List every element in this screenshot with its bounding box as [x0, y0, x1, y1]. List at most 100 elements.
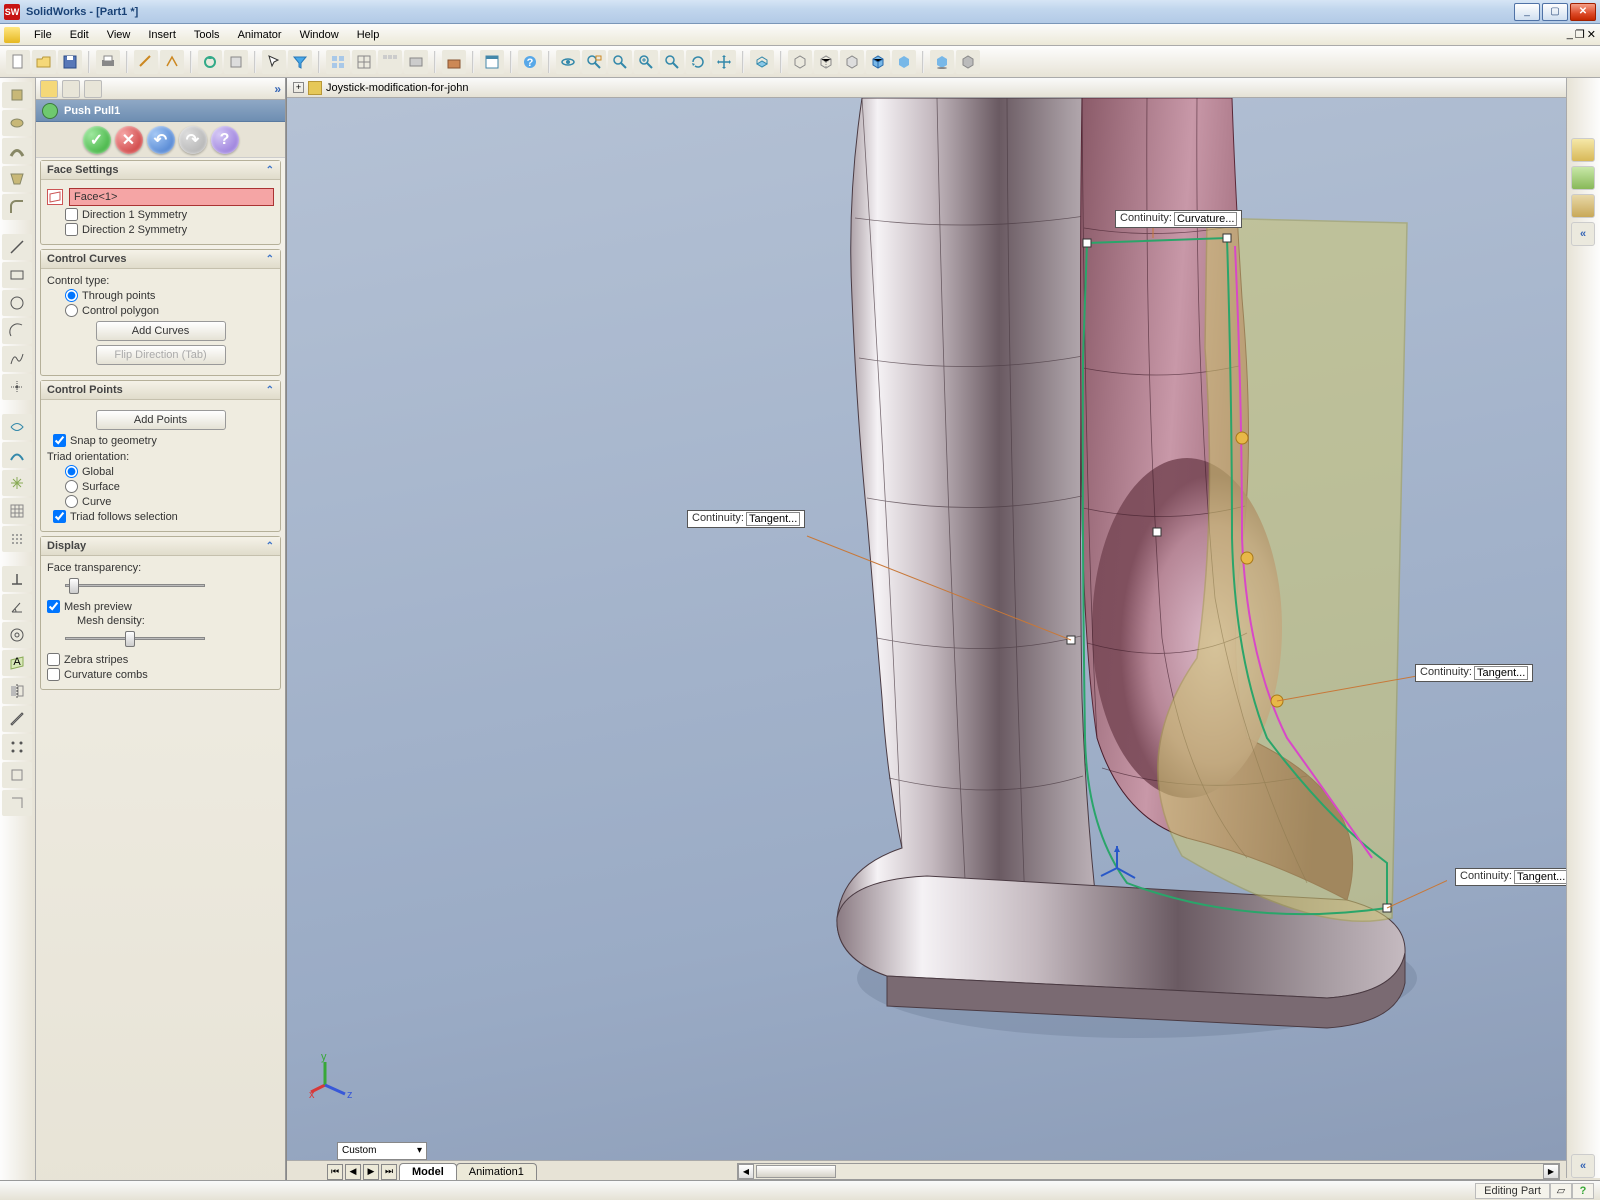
grid-icon[interactable]: [2, 498, 32, 524]
collapse-icon[interactable]: ⌃: [266, 254, 274, 265]
rect-icon[interactable]: [2, 262, 32, 288]
pm-expand-icon[interactable]: »: [274, 82, 281, 96]
target-icon[interactable]: [2, 622, 32, 648]
control-polygon-radio[interactable]: Control polygon: [65, 304, 274, 317]
3dsketch-button[interactable]: [160, 50, 184, 74]
menu-help[interactable]: Help: [349, 27, 388, 43]
rebuild-button[interactable]: [198, 50, 222, 74]
hidden-button[interactable]: [814, 50, 838, 74]
line-icon[interactable]: [2, 234, 32, 260]
menu-tools[interactable]: Tools: [186, 27, 228, 43]
continuity-callout-1[interactable]: Continuity:Curvature...: [1115, 210, 1242, 228]
menu-view[interactable]: View: [99, 27, 139, 43]
orbit-button[interactable]: [556, 50, 580, 74]
spline-icon[interactable]: [2, 346, 32, 372]
curve1-icon[interactable]: [2, 414, 32, 440]
sweep-icon[interactable]: [2, 138, 32, 164]
library-icon[interactable]: [1571, 194, 1595, 218]
menu-edit[interactable]: Edit: [62, 27, 97, 43]
arc-icon[interactable]: [2, 318, 32, 344]
minimize-button[interactable]: _: [1514, 3, 1540, 21]
pm-help-button[interactable]: ?: [211, 126, 239, 154]
point-icon[interactable]: [2, 374, 32, 400]
zoom-selection-button[interactable]: [660, 50, 684, 74]
continuity-callout-3[interactable]: Continuity:Tangent...: [1415, 664, 1533, 682]
global-radio[interactable]: Global: [65, 465, 274, 478]
plane-a-icon[interactable]: A: [2, 650, 32, 676]
add-points-button[interactable]: Add Points: [96, 410, 226, 430]
tree-expand-icon[interactable]: +: [293, 82, 304, 93]
collapse-icon[interactable]: ⌃: [266, 541, 274, 552]
menu-insert[interactable]: Insert: [140, 27, 184, 43]
dotgrid-icon[interactable]: [2, 526, 32, 552]
rotate-button[interactable]: [686, 50, 710, 74]
doc-restore-button[interactable]: ❐: [1575, 28, 1585, 41]
expand-right2-icon[interactable]: «: [1571, 1154, 1595, 1178]
grid2-button[interactable]: [352, 50, 376, 74]
home-icon[interactable]: [1571, 138, 1595, 162]
continuity-callout-2[interactable]: Continuity:Tangent...: [687, 510, 805, 528]
angle-icon[interactable]: [2, 594, 32, 620]
zebra-checkbox[interactable]: Zebra stripes: [47, 653, 274, 666]
face-field[interactable]: Face<1>: [69, 188, 274, 206]
animation-tab[interactable]: Animation1: [456, 1163, 537, 1180]
horizontal-scrollbar[interactable]: ◀ ▶: [737, 1163, 1560, 1180]
select-button[interactable]: [262, 50, 286, 74]
transparency-slider[interactable]: [65, 576, 205, 594]
dir2-symmetry-checkbox[interactable]: Direction 2 Symmetry: [65, 223, 274, 236]
new-button[interactable]: [6, 50, 30, 74]
zoom-area-button[interactable]: [582, 50, 606, 74]
extrude-icon[interactable]: [2, 82, 32, 108]
fillet-icon[interactable]: [2, 194, 32, 220]
toolbox-button[interactable]: [442, 50, 466, 74]
shadow-button[interactable]: [930, 50, 954, 74]
grid3-button[interactable]: [378, 50, 402, 74]
expand-right-icon[interactable]: «: [1571, 222, 1595, 246]
resource-icon[interactable]: [1571, 166, 1595, 190]
redo-button[interactable]: ↷: [179, 126, 207, 154]
loft-icon[interactable]: [2, 166, 32, 192]
doc-close-button[interactable]: ✕: [1587, 28, 1596, 41]
shaded-edges-button[interactable]: [866, 50, 890, 74]
status-help-icon[interactable]: ?: [1572, 1183, 1594, 1199]
asterisk-icon[interactable]: [2, 470, 32, 496]
knife-icon[interactable]: [2, 706, 32, 732]
collapse-icon[interactable]: ⌃: [266, 165, 274, 176]
mirror-icon[interactable]: [2, 678, 32, 704]
help-button[interactable]: ?: [518, 50, 542, 74]
perp-icon[interactable]: [2, 566, 32, 592]
options-button[interactable]: [224, 50, 248, 74]
hlr-button[interactable]: [840, 50, 864, 74]
wireframe-button[interactable]: [788, 50, 812, 74]
triad-follows-checkbox[interactable]: Triad follows selection: [53, 510, 274, 523]
section-button[interactable]: [956, 50, 980, 74]
doc-minimize-button[interactable]: _: [1567, 28, 1573, 41]
misc1-icon[interactable]: [2, 762, 32, 788]
grid1-button[interactable]: [326, 50, 350, 74]
misc2-icon[interactable]: [2, 790, 32, 816]
tab-prev-button[interactable]: ◀: [345, 1164, 361, 1180]
menu-file[interactable]: File: [26, 27, 60, 43]
save-button[interactable]: [58, 50, 82, 74]
zoom-dynamic-button[interactable]: [608, 50, 632, 74]
menu-window[interactable]: Window: [292, 27, 347, 43]
pm-tab-property-icon[interactable]: [62, 80, 80, 98]
shaded-button[interactable]: [892, 50, 916, 74]
dir1-symmetry-checkbox[interactable]: Direction 1 Symmetry: [65, 208, 274, 221]
open-button[interactable]: [32, 50, 56, 74]
grid4-button[interactable]: [404, 50, 428, 74]
surface-radio[interactable]: Surface: [65, 480, 274, 493]
filter-button[interactable]: [288, 50, 312, 74]
ok-button[interactable]: ✓: [83, 126, 111, 154]
app-menu-icon[interactable]: [4, 27, 20, 43]
view-orientation-dropdown[interactable]: Custom: [337, 1142, 427, 1160]
pan-button[interactable]: [712, 50, 736, 74]
window-view-button[interactable]: [480, 50, 504, 74]
tab-first-button[interactable]: ⏮: [327, 1164, 343, 1180]
pm-tab-config-icon[interactable]: [84, 80, 102, 98]
flip-direction-button[interactable]: Flip Direction (Tab): [96, 345, 226, 365]
circle-icon[interactable]: [2, 290, 32, 316]
snap-geometry-checkbox[interactable]: Snap to geometry: [53, 434, 274, 447]
revolve-icon[interactable]: [2, 110, 32, 136]
model-tab[interactable]: Model: [399, 1163, 457, 1180]
